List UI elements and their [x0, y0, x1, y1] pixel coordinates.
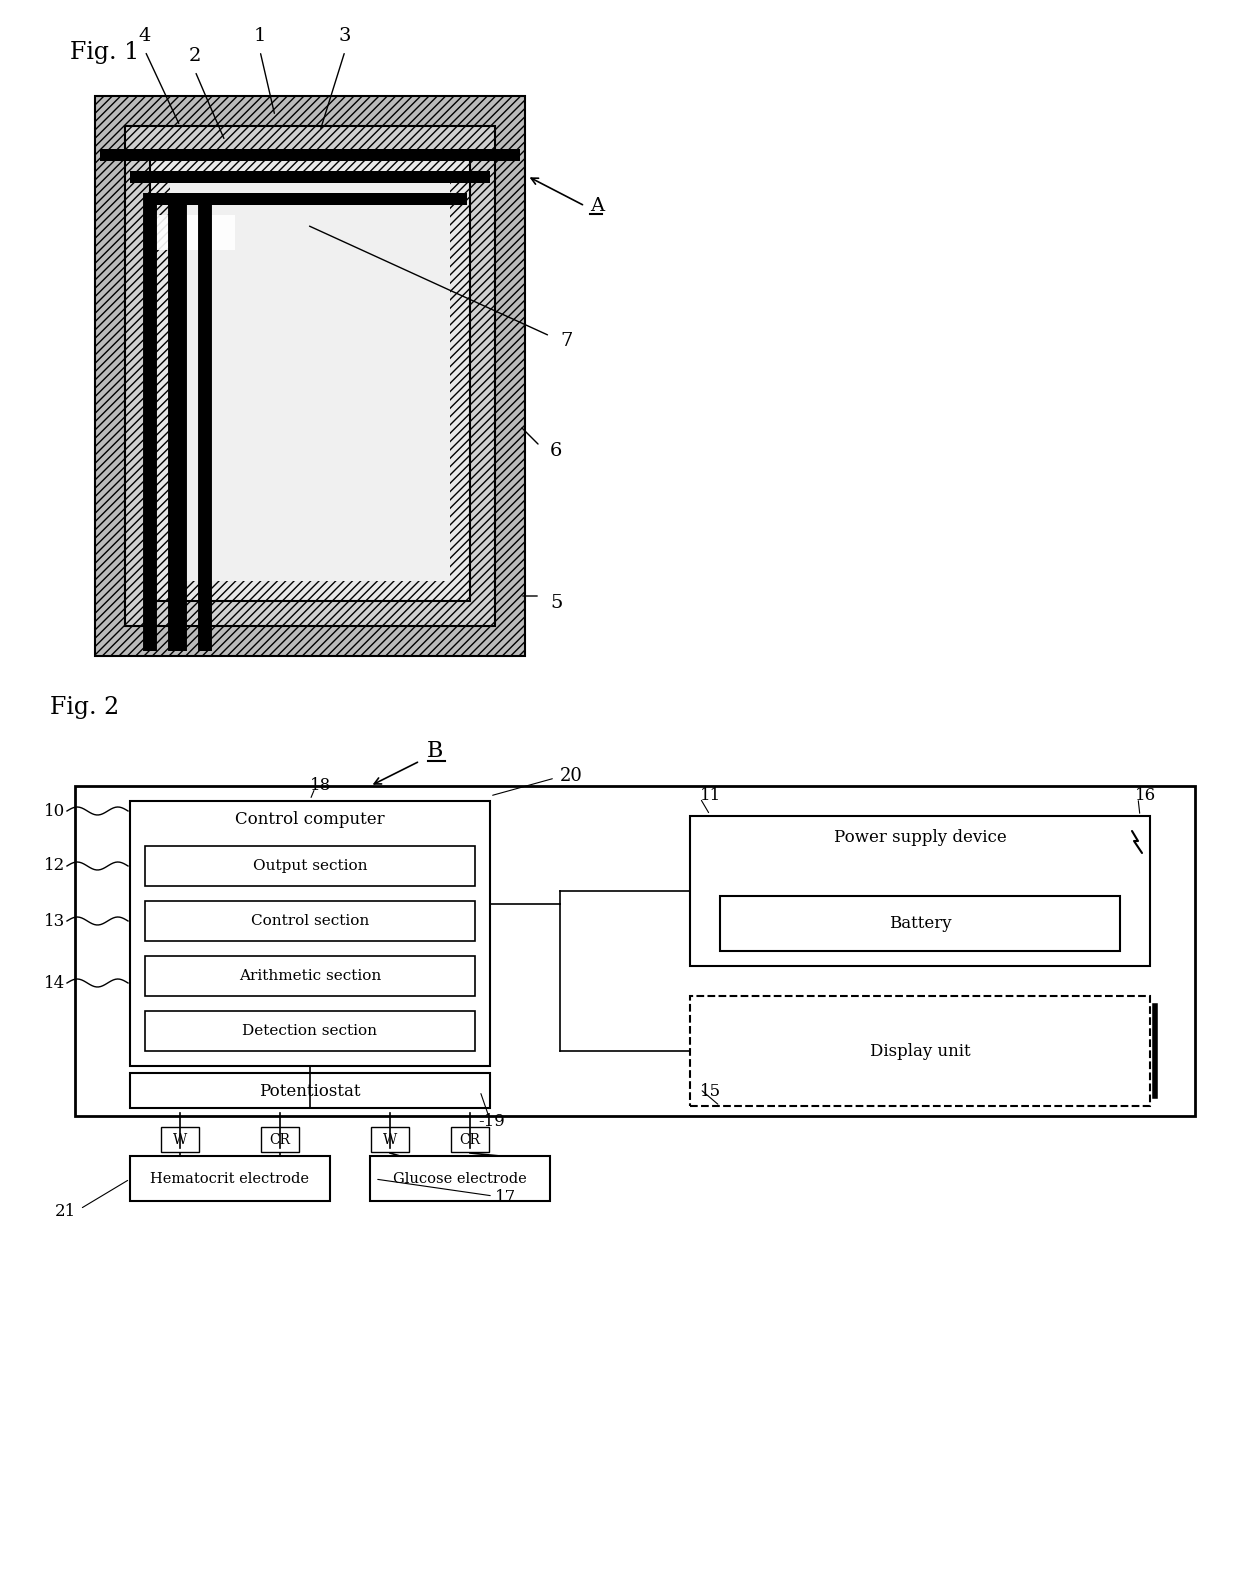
- Bar: [161, 1127, 198, 1152]
- Text: 12: 12: [43, 857, 64, 875]
- Text: 13: 13: [43, 913, 64, 929]
- Text: Arithmetic section: Arithmetic section: [239, 969, 381, 983]
- Bar: [689, 816, 1149, 966]
- Bar: [155, 215, 236, 251]
- Text: Fig. 2: Fig. 2: [50, 696, 119, 720]
- Bar: [74, 785, 1195, 1116]
- Bar: [145, 902, 475, 942]
- Text: Output section: Output section: [253, 859, 367, 873]
- Text: Fig. 1: Fig. 1: [69, 41, 139, 64]
- Bar: [145, 1010, 475, 1052]
- Text: 15: 15: [701, 1082, 722, 1100]
- Text: 2: 2: [188, 46, 201, 65]
- Bar: [150, 152, 470, 602]
- Text: 20: 20: [560, 768, 583, 785]
- Text: Hematocrit electrode: Hematocrit electrode: [150, 1171, 310, 1186]
- Text: CR: CR: [460, 1133, 481, 1148]
- Text: CR: CR: [269, 1133, 290, 1148]
- Text: 16: 16: [1135, 787, 1156, 804]
- Bar: [370, 1156, 551, 1202]
- Text: Potentiostat: Potentiostat: [259, 1082, 361, 1100]
- Bar: [153, 193, 467, 204]
- Text: 6: 6: [551, 442, 563, 460]
- Text: B: B: [427, 741, 443, 761]
- Bar: [145, 956, 475, 996]
- Bar: [260, 1127, 299, 1152]
- Text: W: W: [172, 1133, 187, 1148]
- Bar: [451, 1127, 489, 1152]
- Text: 21: 21: [55, 1202, 76, 1219]
- Text: 11: 11: [701, 787, 722, 804]
- Text: 10: 10: [43, 803, 64, 819]
- Bar: [100, 148, 520, 161]
- Text: 18: 18: [310, 777, 331, 795]
- Bar: [720, 895, 1120, 951]
- Bar: [170, 171, 450, 581]
- Bar: [130, 1073, 490, 1108]
- Text: 3: 3: [339, 27, 351, 45]
- Bar: [689, 996, 1149, 1106]
- Bar: [130, 171, 490, 184]
- Text: Control section: Control section: [250, 915, 370, 927]
- Text: 7: 7: [560, 332, 573, 350]
- Text: Power supply device: Power supply device: [833, 830, 1007, 846]
- Text: 14: 14: [43, 975, 64, 991]
- Bar: [130, 801, 490, 1066]
- Text: 1: 1: [254, 27, 267, 45]
- Text: Control computer: Control computer: [236, 811, 384, 827]
- Bar: [130, 1156, 330, 1202]
- Bar: [371, 1127, 409, 1152]
- Text: A: A: [590, 196, 604, 215]
- Text: 17: 17: [495, 1189, 516, 1207]
- Bar: [125, 126, 495, 626]
- Text: Detection section: Detection section: [243, 1025, 377, 1037]
- Text: Battery: Battery: [889, 916, 951, 932]
- Text: 5: 5: [551, 594, 563, 611]
- Text: -19: -19: [477, 1112, 505, 1130]
- Text: Display unit: Display unit: [869, 1042, 971, 1060]
- Bar: [95, 96, 525, 656]
- Text: Glucose electrode: Glucose electrode: [393, 1171, 527, 1186]
- Text: W: W: [383, 1133, 397, 1148]
- Text: 4: 4: [139, 27, 151, 45]
- Bar: [145, 846, 475, 886]
